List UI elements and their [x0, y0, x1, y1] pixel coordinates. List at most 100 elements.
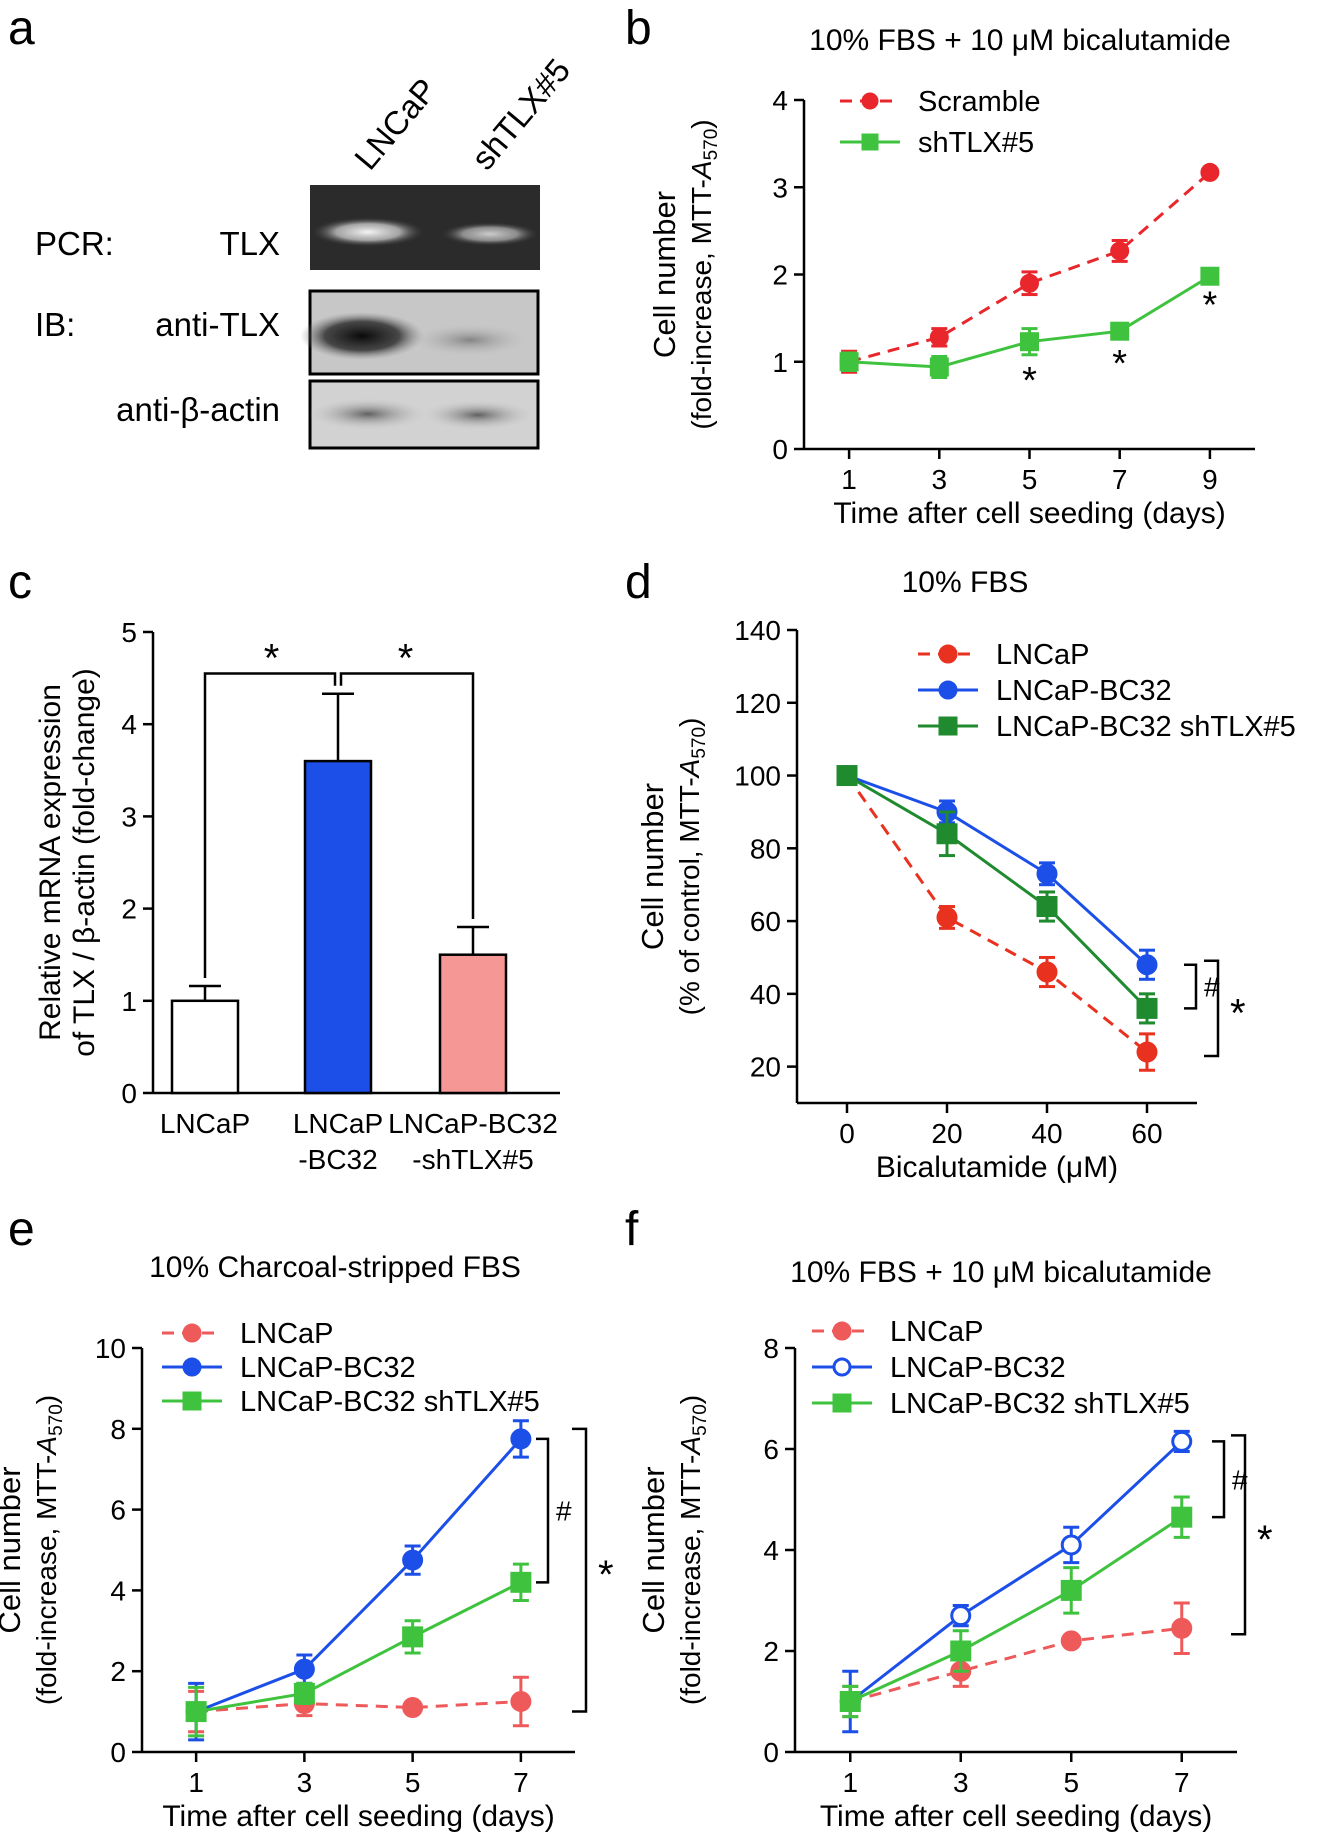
series-line-1	[848, 171, 1211, 364]
y-tick-label: 20	[750, 1052, 781, 1083]
y-tick-label: 2	[110, 1656, 126, 1687]
y-tick-label: 4	[772, 85, 788, 116]
lane-label-lncap: LNCaP	[347, 71, 444, 176]
series-line-1	[849, 1626, 1182, 1703]
bracket-label-star: *	[598, 1553, 614, 1597]
chart-title: 10% FBS	[902, 566, 1029, 599]
legend-label: LNCaP-BC32	[996, 675, 1172, 707]
data-point	[1036, 961, 1058, 983]
y-axis-label: Relative mRNA expression	[34, 684, 67, 1041]
data-point	[936, 906, 958, 928]
significance-star: *	[264, 636, 280, 680]
y-axis-label: Cell number	[635, 783, 670, 950]
x-tick-label: 3	[953, 1767, 969, 1798]
bar	[438, 953, 508, 1095]
x-tick-label: 5	[405, 1767, 421, 1798]
series-line-3	[846, 774, 1149, 1010]
y-axis-label-line2: (fold-increase, MTT-A570)	[686, 119, 722, 429]
data-point	[510, 1691, 532, 1712]
data-point	[1060, 1630, 1082, 1652]
y-tick-label: 2	[121, 894, 137, 925]
bracket-inner	[1212, 1440, 1226, 1519]
y-tick-label: 4	[110, 1575, 126, 1606]
actin-band-lncap	[308, 398, 428, 430]
chart-c: 0 1 2 3 4 5 Relative mRNA expression of TLX / β…	[34, 617, 560, 1175]
data-point	[293, 1682, 315, 1704]
y-tick-label: 0	[763, 1737, 779, 1768]
bracket-outer	[1231, 1434, 1247, 1636]
y-tick-label: 6	[110, 1495, 126, 1526]
data-point	[1036, 863, 1058, 885]
x-tick-label: 0	[839, 1118, 855, 1149]
y-tick-label: 0	[121, 1078, 137, 1109]
x-tick-label: 9	[1202, 464, 1218, 495]
legend-marker	[938, 680, 958, 700]
y-tick-label: 1	[121, 986, 137, 1017]
significance-star: *	[1203, 285, 1218, 327]
x-tick-label: 5	[1063, 1767, 1079, 1798]
y-tick-label: 40	[750, 979, 781, 1010]
data-point	[929, 327, 949, 347]
y-tick-label: 60	[750, 906, 781, 937]
data-point	[836, 765, 858, 787]
legend-label: LNCaP	[996, 639, 1090, 671]
y-axis-label-line2: (fold-increase, MTT-A570)	[31, 1395, 67, 1705]
legend-marker	[861, 92, 879, 110]
data-point	[839, 1691, 861, 1712]
y-tick-label: 140	[734, 615, 781, 646]
bracket-label-hash: #	[556, 1496, 572, 1527]
data-point	[1200, 266, 1220, 286]
series-line-1	[845, 774, 1148, 1054]
bracket-label-star: *	[1230, 991, 1246, 1035]
x-tick-label: 60	[1131, 1118, 1162, 1149]
legend-label: LNCaP-BC32 shTLX#5	[240, 1386, 540, 1418]
legend-label: LNCaP-BC32 shTLX#5	[890, 1388, 1190, 1420]
bracket-outer	[1204, 959, 1220, 1058]
data-point	[402, 1549, 424, 1571]
x-tick-label: 7	[1112, 464, 1128, 495]
data-point	[1171, 1430, 1193, 1452]
data-point	[950, 1640, 972, 1662]
y-axis-label: Cell number	[647, 191, 682, 358]
x-tick-label: LNCaP	[293, 1108, 383, 1139]
x-axis-label: Time after cell seeding (days)	[820, 1800, 1212, 1833]
y-tick-label: 1	[772, 347, 788, 378]
x-tick-label: LNCaP-BC32	[388, 1108, 558, 1139]
y-tick-label: 3	[772, 172, 788, 203]
y-tick-label: 0	[772, 434, 788, 465]
panel-letter-b: b	[625, 2, 652, 55]
y-tick-label: 120	[734, 688, 781, 719]
panel-a-blot: LNCaP shTLX#5 PCR: TLX IB: anti-TLX anti…	[35, 52, 577, 450]
bracket-label-star: *	[1257, 1518, 1273, 1562]
series-line-2	[846, 774, 1149, 966]
bracket-inner	[536, 1437, 550, 1584]
panel-letter-e: e	[8, 1203, 35, 1256]
legend-label: Scramble	[918, 86, 1041, 118]
data-point	[839, 352, 859, 372]
x-tick-label: 5	[1022, 464, 1038, 495]
x-tick-label: LNCaP	[160, 1108, 250, 1139]
y-axis-label: Cell number	[636, 1466, 671, 1633]
data-point	[1036, 896, 1058, 918]
y-tick-label: 4	[763, 1535, 779, 1566]
panel-letter-c: c	[8, 556, 32, 609]
data-point	[950, 1605, 972, 1627]
y-tick-label: 8	[763, 1333, 779, 1364]
legend-marker	[832, 1357, 852, 1377]
y-tick-label: 5	[121, 617, 137, 648]
x-tick-label: 3	[932, 464, 948, 495]
data-point	[1136, 1041, 1158, 1063]
data-point	[1060, 1534, 1082, 1556]
actin-band-shtlx5	[422, 400, 534, 430]
legend-marker	[182, 1323, 202, 1343]
x-tick-label: 40	[1031, 1118, 1062, 1149]
y-axis-label: Cell number	[0, 1466, 27, 1633]
bracket-inner	[1184, 963, 1198, 1010]
data-point	[510, 1428, 532, 1450]
row-prefix-pcr: PCR:	[35, 225, 114, 262]
x-tick-label: 3	[297, 1767, 313, 1798]
data-point	[1060, 1579, 1082, 1601]
data-point	[402, 1626, 424, 1648]
